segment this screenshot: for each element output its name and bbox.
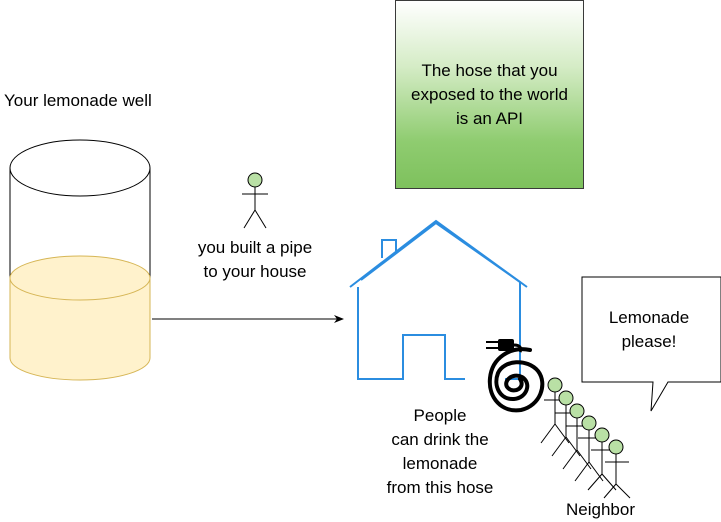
house-caption-line: from this hose [386, 478, 494, 497]
builder-head [247, 172, 263, 188]
builder-figure[interactable] [242, 172, 268, 229]
builder-caption-line: you built a pipe [197, 238, 313, 257]
neighbor-head [594, 427, 610, 443]
neighbor-figure [574, 415, 604, 482]
neighbor-figure [587, 427, 617, 491]
neighbor-head [547, 377, 563, 393]
neighbor-label: Neighbor [566, 500, 635, 519]
well-label: Your lemonade well [4, 91, 152, 110]
builder-caption-line: to your house [203, 262, 307, 281]
neighbors-queue[interactable] [540, 377, 631, 499]
api-note-text: The hose that you exposed to the world i… [411, 60, 568, 128]
builder-caption: you built a pipe to your house [180, 236, 330, 284]
neighbor-head [608, 439, 624, 455]
neighbor-figure [562, 403, 592, 470]
neighbor-head [558, 390, 574, 406]
neighbor-figure [551, 390, 581, 457]
speech-bubble[interactable] [581, 276, 721, 412]
house-caption-line: can drink the [391, 430, 489, 449]
lemonade-well[interactable] [9, 139, 151, 381]
neighbor-figure [603, 439, 631, 499]
house-caption-line: lemonade [402, 454, 478, 473]
house-caption: People can drink the lemonade from this … [362, 404, 518, 500]
neighbor-head [569, 403, 585, 419]
speech-bubble-text: Lemonade please! [608, 308, 690, 351]
house-icon[interactable] [349, 219, 528, 380]
house-caption-line: People [413, 406, 467, 425]
lemonade-liquid [9, 278, 151, 381]
neighbor-head [581, 415, 597, 431]
hose-icon[interactable] [486, 339, 545, 413]
neighbor-figure [540, 377, 570, 444]
api-note-box[interactable]: The hose that you exposed to the world i… [395, 0, 584, 189]
hose-plug [498, 339, 514, 351]
lemonade-surface [9, 255, 151, 301]
